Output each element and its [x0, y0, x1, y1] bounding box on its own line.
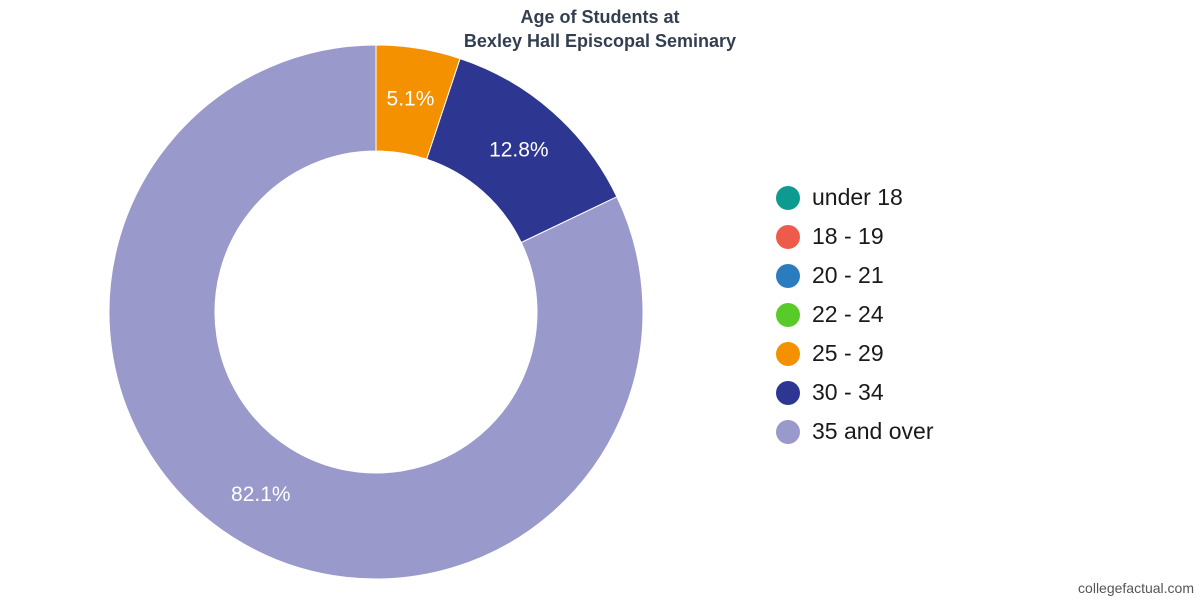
legend-swatch-30-34	[776, 380, 800, 405]
slice-label-25-29: 5.1%	[387, 87, 435, 110]
legend-label-under-18: under 18	[812, 184, 903, 210]
chart-legend: under 18 18 - 19 20 - 21 22 - 24 25 - 29 30 -…	[776, 178, 933, 451]
chart-title-line-1: Age of Students at	[520, 7, 680, 27]
legend-swatch-22-24	[776, 302, 800, 327]
legend-swatch-under-18	[776, 185, 800, 210]
legend-swatch-18-19	[776, 224, 800, 249]
legend-swatch-20-21	[776, 263, 800, 288]
watermark: collegefactual.com	[1078, 580, 1194, 596]
legend-label-35-and-over: 35 and over	[812, 418, 934, 444]
legend-label-30-34: 30 - 34	[812, 379, 884, 405]
legend-item-30-34: 30 - 34	[776, 373, 933, 412]
legend-item-under-18: under 18	[776, 178, 933, 217]
legend-swatch-35-and-over	[776, 419, 800, 444]
slice-35-and-over	[108, 44, 644, 580]
donut-slice-labels: 5.1% 12.8% 82.1%	[231, 87, 549, 506]
legend-item-22-24: 22 - 24	[776, 295, 933, 334]
donut-chart: 5.1% 12.8% 82.1%	[108, 44, 644, 580]
legend-label-20-21: 20 - 21	[812, 262, 884, 288]
donut-slices	[108, 44, 644, 580]
chart-title-line-2: Bexley Hall Episcopal Seminary	[463, 31, 737, 51]
legend-label-25-29: 25 - 29	[812, 340, 884, 366]
chart-title: Age of Students at Bexley Hall Episcopal…	[300, 5, 900, 53]
legend-label-22-24: 22 - 24	[812, 301, 884, 327]
slice-label-30-34: 12.8%	[489, 138, 549, 161]
legend-label-18-19: 18 - 19	[812, 223, 884, 249]
legend-item-35-and-over: 35 and over	[776, 412, 933, 451]
legend-item-25-29: 25 - 29	[776, 334, 933, 373]
legend-swatch-25-29	[776, 341, 800, 366]
slice-label-35-and-over: 82.1%	[231, 483, 291, 506]
legend-item-18-19: 18 - 19	[776, 217, 933, 256]
legend-item-20-21: 20 - 21	[776, 256, 933, 295]
